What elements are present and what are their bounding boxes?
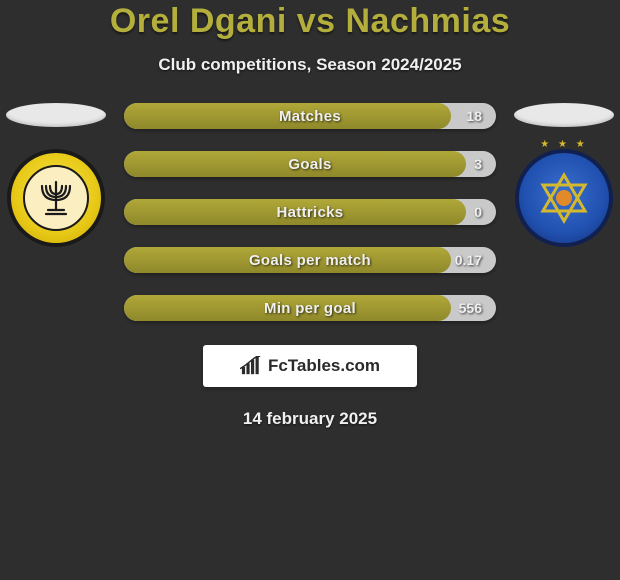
page-title: Orel Dgani vs Nachmias — [0, 2, 620, 41]
chart-icon — [240, 356, 262, 376]
brand-badge[interactable]: FcTables.com — [203, 345, 417, 387]
left-team-crest — [7, 149, 105, 247]
brand-text: FcTables.com — [268, 356, 380, 376]
right-side: ★ ★ ★ — [514, 103, 614, 247]
main-row: Matches 18 Goals 3 Hattricks 0 Goals per… — [0, 103, 620, 321]
stat-value: 0 — [474, 199, 482, 225]
stat-label: Matches — [124, 103, 496, 129]
stat-label: Hattricks — [124, 199, 496, 225]
date-label: 14 february 2025 — [0, 409, 620, 429]
stat-value: 0.17 — [455, 247, 482, 273]
stat-row-goals: Goals 3 — [124, 151, 496, 177]
stat-row-goals-per-match: Goals per match 0.17 — [124, 247, 496, 273]
stat-label: Min per goal — [124, 295, 496, 321]
stat-value: 3 — [474, 151, 482, 177]
stat-row-min-per-goal: Min per goal 556 — [124, 295, 496, 321]
stats-bars: Matches 18 Goals 3 Hattricks 0 Goals per… — [124, 103, 496, 321]
stat-row-matches: Matches 18 — [124, 103, 496, 129]
right-player-placeholder — [514, 103, 614, 127]
stat-value: 18 — [466, 103, 482, 129]
left-side — [6, 103, 106, 247]
star-of-david-icon — [536, 170, 592, 226]
stat-row-hattricks: Hattricks 0 — [124, 199, 496, 225]
stat-label: Goals per match — [124, 247, 496, 273]
stat-value: 556 — [459, 295, 482, 321]
stat-label: Goals — [124, 151, 496, 177]
subtitle: Club competitions, Season 2024/2025 — [0, 55, 620, 75]
left-player-placeholder — [6, 103, 106, 127]
right-team-crest: ★ ★ ★ — [515, 149, 613, 247]
stars-icon: ★ ★ ★ — [519, 139, 609, 150]
menorah-icon — [34, 176, 78, 220]
stats-card: Orel Dgani vs Nachmias Club competitions… — [0, 0, 620, 429]
